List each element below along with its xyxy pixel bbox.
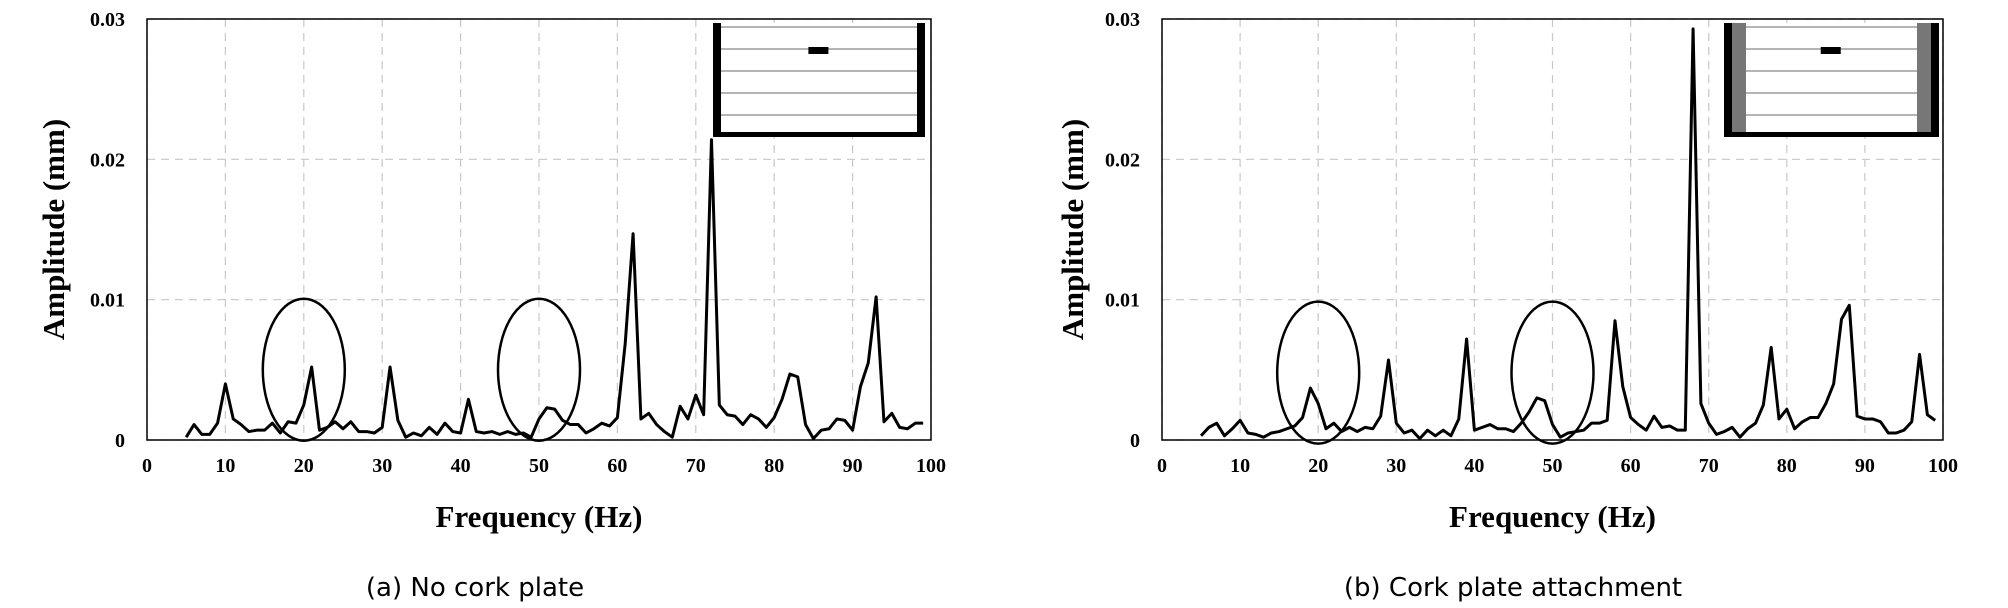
x-tick-label: 100 — [916, 455, 946, 477]
data-line — [1199, 27, 1937, 441]
cork-right — [1917, 23, 1931, 137]
y-axis-label: Amplitude (mm) — [36, 119, 71, 340]
x-tick-label: 10 — [1230, 455, 1250, 477]
x-tick-label: 20 — [1308, 455, 1328, 477]
inset-bg — [1724, 23, 1939, 137]
wall-left — [713, 23, 721, 137]
chart: 0 10 20 30 40 50 60 70 80 90 100 0 0.01 0.02 0.03 Frequ… — [1055, 9, 1958, 603]
x-tick-label: 10 — [215, 455, 235, 477]
x-tick-label: 0 — [142, 455, 152, 477]
x-tick-label: 80 — [1777, 455, 1797, 477]
plot-frame — [1161, 18, 1944, 441]
y-tick-label: 0.01 — [1105, 290, 1140, 312]
highlight-ellipse — [1510, 300, 1595, 445]
wall-right — [917, 23, 925, 137]
wall-right — [1931, 23, 1939, 137]
y-tick-label: 0 — [115, 430, 125, 452]
x-tick-label: 20 — [294, 455, 314, 477]
x-axis-label: Frequency (Hz) — [436, 499, 643, 534]
x-tick-label: 30 — [372, 455, 392, 477]
x-tick-label: 60 — [607, 455, 627, 477]
x-tick-label: 50 — [1543, 455, 1563, 477]
y-tick-label: 0.01 — [90, 290, 125, 312]
y-axis-label: Amplitude (mm) — [1055, 119, 1090, 340]
x-tick-label: 50 — [529, 455, 549, 477]
cork-left — [1732, 23, 1746, 137]
x-tick-label: 70 — [1699, 455, 1719, 477]
x-tick-label: 0 — [1157, 455, 1167, 477]
sensor — [808, 47, 829, 54]
caption: (a) No cork plate — [366, 573, 584, 603]
inset-bg — [713, 23, 925, 137]
x-axis-label: Frequency (Hz) — [1449, 499, 1656, 534]
data-line — [184, 138, 924, 441]
highlight-ellipse — [261, 297, 347, 442]
y-tick-label: 0.02 — [1105, 149, 1140, 171]
x-tick-label: 90 — [843, 455, 863, 477]
y-tick-label: 0.03 — [90, 9, 125, 31]
wall-bottom — [713, 132, 925, 137]
x-tick-label: 30 — [1386, 455, 1406, 477]
x-tick-label: 70 — [686, 455, 706, 477]
highlight-ellipse — [1275, 300, 1361, 445]
chart: 0 10 20 30 40 50 60 70 80 90 100 0 0.01 0.02 0.03 Frequ… — [36, 9, 946, 603]
y-tick-label: 0 — [1130, 430, 1140, 452]
x-tick-label: 80 — [764, 455, 784, 477]
caption: (b) Cork plate attachment — [1344, 573, 1682, 603]
wall-bottom — [1724, 132, 1939, 137]
x-tick-label: 100 — [1928, 455, 1958, 477]
y-tick-label: 0.03 — [1105, 9, 1140, 31]
x-tick-label: 90 — [1855, 455, 1875, 477]
x-tick-label: 40 — [451, 455, 471, 477]
x-tick-label: 60 — [1621, 455, 1641, 477]
highlight-ellipse — [496, 297, 582, 442]
y-tick-label: 0.02 — [90, 149, 125, 171]
x-tick-label: 40 — [1464, 455, 1484, 477]
sensor — [1820, 47, 1841, 54]
wall-left — [1724, 23, 1732, 137]
